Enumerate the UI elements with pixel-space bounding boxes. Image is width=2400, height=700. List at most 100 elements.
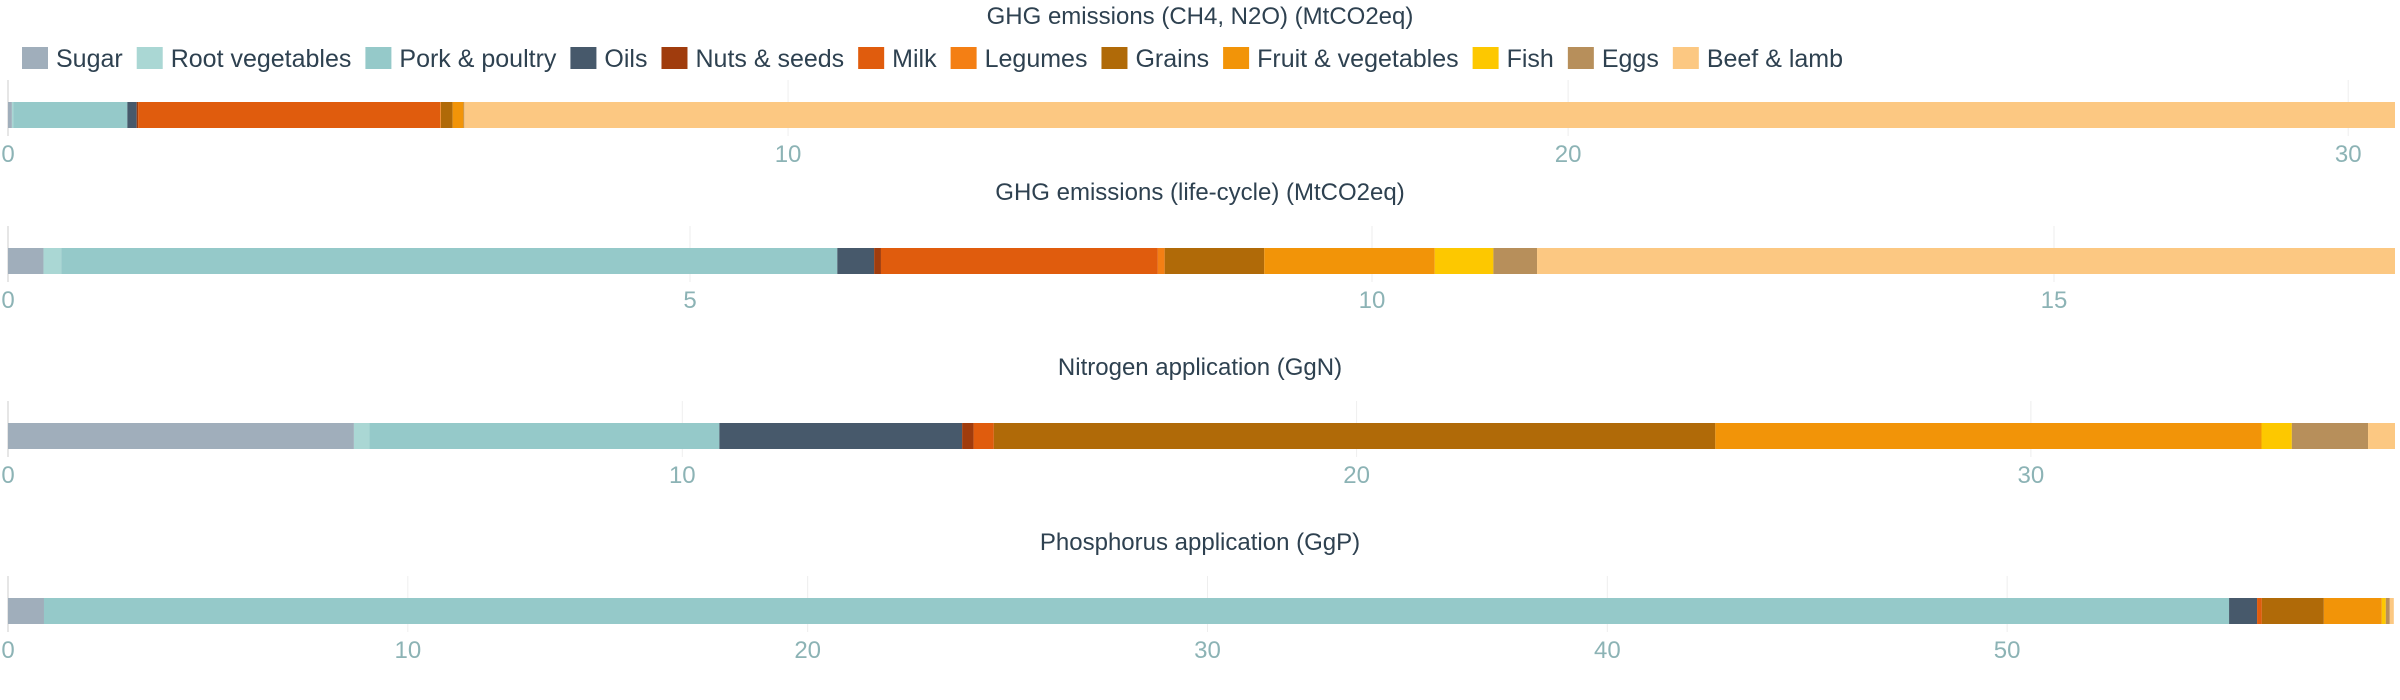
legend-item-eggs: Eggs: [1567, 45, 1659, 73]
chart-panels: GHG emissions (CH4, N2O) (MtCO2eq) 0 10 20 3…: [1, 3, 2395, 664]
bar-segment-oils: [719, 423, 963, 449]
legend-label-root-vegetables: Root vegetables: [171, 45, 352, 73]
legend-item-milk: Milk: [858, 45, 937, 73]
bar-segment-sugar: [8, 102, 12, 128]
tick-label: 0: [1, 637, 14, 664]
bar-segment-root-vegetables: [43, 248, 62, 274]
tick-label: 10: [669, 462, 696, 489]
panel-title: GHG emissions (life-cycle) (MtCO2eq): [995, 179, 1404, 206]
legend-item-legumes: Legumes: [950, 45, 1087, 73]
panel-4: Phosphorus application (GgP) 0 10 20 30 40 50: [1, 529, 2394, 664]
legend-label-grains: Grains: [1135, 45, 1209, 73]
tick-label: 0: [1, 287, 14, 314]
legend-item-root-vegetables: Root vegetables: [136, 45, 352, 73]
bar-segment-milk: [2257, 598, 2262, 624]
legend-swatch-pork-and-poultry: [365, 47, 392, 69]
bar-segment-beef-and-lamb: [2368, 423, 2395, 449]
bar-segment-root-vegetables: [11, 102, 14, 128]
legend-label-eggs: Eggs: [1602, 45, 1659, 73]
bar-segment-grains: [1164, 248, 1265, 274]
legend-label-fish: Fish: [1507, 45, 1554, 73]
bar-segment-root-vegetables: [353, 423, 370, 449]
bar-segment-eggs: [1493, 248, 1538, 274]
legend-swatch-sugar: [22, 47, 48, 69]
tick-label: 30: [2335, 141, 2362, 168]
legend-label-milk: Milk: [892, 45, 937, 73]
panel-1: GHG emissions (CH4, N2O) (MtCO2eq) 0 10 20 3…: [1, 3, 2395, 168]
tick-label: 40: [1594, 637, 1621, 664]
panel-title: GHG emissions (CH4, N2O) (MtCO2eq): [987, 3, 1414, 30]
panel-title: Nitrogen application (GgN): [1058, 354, 1342, 381]
bar-segment-fish: [2381, 598, 2386, 624]
legend-swatch-fruit-and-vegetables: [1223, 47, 1250, 69]
legend-item-fruit-and-vegetables: Fruit & vegetables: [1223, 45, 1459, 73]
legend-swatch-legumes: [950, 47, 977, 69]
legend-label-sugar: Sugar: [56, 45, 123, 73]
bar-segment-milk: [880, 248, 1158, 274]
tick-label: 10: [775, 141, 802, 168]
legend-item-fish: Fish: [1472, 45, 1554, 73]
legend-item-sugar: Sugar: [22, 45, 123, 73]
bar-segment-nuts-and-seeds: [962, 423, 974, 449]
legend-swatch-root-vegetables: [136, 47, 163, 69]
bar-segment-oils: [2229, 598, 2258, 624]
bar-segment-fruit-and-vegetables: [452, 102, 464, 128]
bar-segment-sugar: [8, 248, 44, 274]
bar-segment-oils: [127, 102, 137, 128]
legend-swatch-fish: [1472, 47, 1499, 69]
tick-label: 20: [1555, 141, 1582, 168]
panel-3: Nitrogen application (GgN) 0 10 20 30: [1, 354, 2395, 489]
legend-item-nuts-and-seeds: Nuts & seeds: [661, 45, 844, 73]
legend-label-fruit-and-vegetables: Fruit & vegetables: [1257, 45, 1459, 73]
tick-label: 0: [1, 462, 14, 489]
tick-label: 5: [683, 287, 696, 314]
tick-label: 30: [1194, 637, 1221, 664]
bar-segment-legumes: [1157, 248, 1165, 274]
bar-segment-fruit-and-vegetables: [1715, 423, 2262, 449]
bar-segment-fruit-and-vegetables: [2323, 598, 2382, 624]
panel-title: Phosphorus application (GgP): [1040, 529, 1360, 556]
legend-swatch-beef-and-lamb: [1672, 47, 1699, 69]
legend-item-beef-and-lamb: Beef & lamb: [1672, 45, 1843, 73]
tick-label: 10: [394, 637, 421, 664]
tick-label: 20: [1343, 462, 1370, 489]
bar-segment-fish: [2261, 423, 2292, 449]
bar-segment-milk: [138, 102, 441, 128]
legend-swatch-milk: [858, 47, 885, 69]
bar-segment-nuts-and-seeds: [136, 102, 139, 128]
legend-swatch-eggs: [1567, 47, 1594, 69]
tick-label: 0: [1, 141, 14, 168]
bar-segment-eggs: [463, 102, 465, 128]
bar-segment-grains: [440, 102, 453, 128]
tick-label: 30: [2018, 462, 2045, 489]
bar-segment-sugar: [8, 598, 44, 624]
bar-segment-milk: [973, 423, 994, 449]
bar-segment-eggs: [2291, 423, 2369, 449]
bar-segment-pork-and-poultry: [43, 598, 2230, 624]
tick-label: 15: [2041, 287, 2068, 314]
chart-legend: Sugar Root vegetables Pork & poultry Oils Nu…: [22, 45, 1843, 73]
tick-label: 50: [1994, 637, 2021, 664]
legend-item-oils: Oils: [570, 45, 647, 73]
legend-item-grains: Grains: [1101, 45, 1209, 73]
legend-label-oils: Oils: [604, 45, 647, 73]
bar-segment-fruit-and-vegetables: [1264, 248, 1435, 274]
bar-segment-fish: [1434, 248, 1494, 274]
legend-label-beef-and-lamb: Beef & lamb: [1707, 45, 1843, 73]
bar-segment-pork-and-poultry: [369, 423, 720, 449]
tick-label: 20: [794, 637, 821, 664]
tick-label: 10: [1359, 287, 1386, 314]
legend-item-pork-and-poultry: Pork & poultry: [365, 45, 557, 73]
bar-segment-beef-and-lamb: [464, 102, 2395, 128]
bar-segment-nuts-and-seeds: [874, 248, 881, 274]
legend-swatch-nuts-and-seeds: [661, 47, 688, 69]
bar-segment-beef-and-lamb: [2389, 598, 2394, 624]
legend-swatch-oils: [570, 47, 597, 69]
panel-2: GHG emissions (life-cycle) (MtCO2eq) 0 5 10…: [1, 179, 2395, 314]
bar-segment-pork-and-poultry: [13, 102, 128, 128]
bar-segment-beef-and-lamb: [1537, 248, 2395, 274]
bar-segment-legumes: [440, 102, 441, 128]
bar-segment-sugar: [8, 423, 354, 449]
bar-segment-oils: [837, 248, 875, 274]
